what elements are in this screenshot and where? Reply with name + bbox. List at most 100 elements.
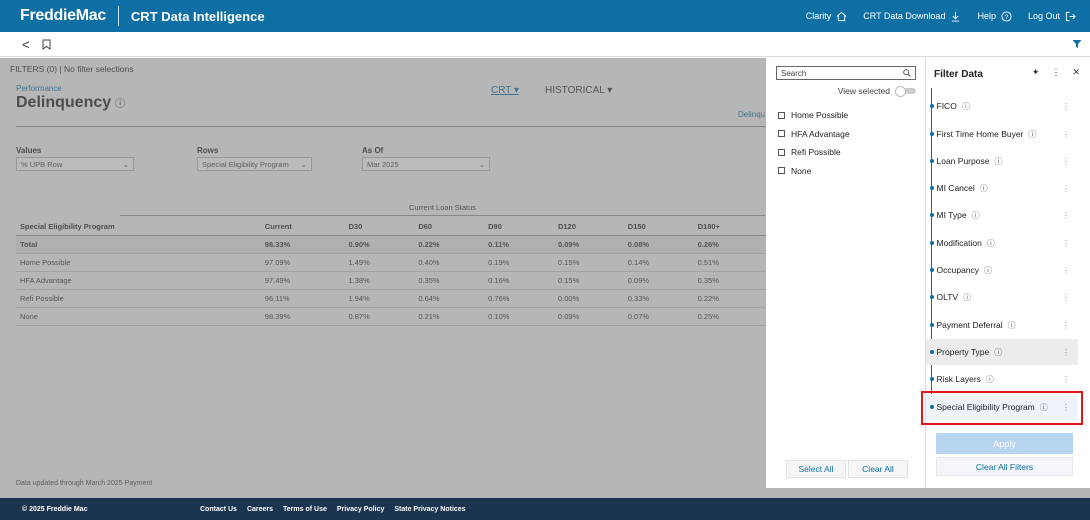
nav-help-label: Help: [977, 11, 996, 21]
bullet-icon: [929, 241, 934, 245]
select-all-button[interactable]: Select All: [786, 460, 846, 478]
info-icon[interactable]: ⓘ: [994, 347, 1003, 357]
top-nav: Clarity CRT Data Download Help ? Log Out: [806, 0, 1076, 32]
pin-icon[interactable]: ✦: [1031, 67, 1040, 77]
filter-item-special-eligibility-program[interactable]: Special Eligibility Program ⓘ ⋮: [926, 394, 1078, 420]
filter-item-risk-layers[interactable]: Risk Layers ⓘ ⋮: [926, 366, 1078, 392]
bookmark-icon[interactable]: [42, 39, 51, 50]
info-icon[interactable]: ⓘ: [1028, 129, 1037, 139]
more-icon[interactable]: ⋮: [1062, 129, 1070, 139]
filter-item-label: Modification: [936, 238, 982, 248]
more-icon[interactable]: ⋮: [1062, 265, 1070, 275]
filter-item-label: OLTV: [936, 292, 959, 302]
more-icon[interactable]: ⋮: [1062, 238, 1070, 248]
bullet-icon: [929, 186, 934, 190]
filter-item-first-time-home-buyer[interactable]: First Time Home Buyer ⓘ ⋮: [926, 121, 1078, 147]
nav-log-out[interactable]: Log Out: [1028, 11, 1076, 22]
filter-panel-title: Filter Data: [934, 69, 983, 80]
more-icon[interactable]: ⋮: [1062, 292, 1070, 302]
top-header: FreddieMac CRT Data Intelligence Clarity…: [0, 0, 1090, 32]
funnel-icon[interactable]: [1072, 39, 1082, 49]
filter-item-mi-type[interactable]: MI Type ⓘ ⋮: [926, 202, 1078, 228]
filter-item-label: Property Type: [936, 347, 990, 357]
filter-item-loan-purpose[interactable]: Loan Purpose ⓘ ⋮: [926, 148, 1078, 174]
bullet-icon: [929, 268, 934, 272]
info-icon[interactable]: ⓘ: [979, 183, 988, 193]
filter-item-mi-cancel[interactable]: MI Cancel ⓘ ⋮: [926, 175, 1078, 201]
filter-item-property-type[interactable]: Property Type ⓘ ⋮: [926, 339, 1078, 365]
checkbox[interactable]: [778, 148, 785, 156]
option-label: None: [791, 165, 812, 176]
close-icon[interactable]: ✕: [1072, 67, 1080, 77]
more-icon[interactable]: ⋮: [1062, 347, 1070, 357]
info-icon[interactable]: ⓘ: [984, 265, 993, 275]
logo-divider: [117, 6, 119, 26]
back-chevron-icon[interactable]: <: [22, 36, 30, 52]
filter-item-label: Payment Deferral: [936, 320, 1003, 330]
option-none[interactable]: None: [778, 162, 850, 181]
apply-button[interactable]: Apply: [936, 433, 1073, 454]
filter-item-label: Risk Layers: [936, 374, 981, 384]
info-icon[interactable]: ⓘ: [986, 238, 995, 248]
option-label: Refi Possible: [791, 147, 841, 158]
filter-item-label: Occupancy: [936, 265, 980, 275]
bullet-icon: [929, 323, 934, 327]
clear-all-button[interactable]: Clear All: [848, 460, 908, 478]
bullet-icon: [929, 405, 934, 409]
nav-clarity[interactable]: Clarity: [806, 11, 848, 22]
toggle-switch[interactable]: [895, 86, 916, 97]
info-icon[interactable]: ⓘ: [985, 374, 994, 384]
view-selected-toggle[interactable]: View selected: [776, 86, 916, 97]
filter-item-label: MI Type: [936, 210, 967, 220]
filter-item-payment-deferral[interactable]: Payment Deferral ⓘ ⋮: [926, 312, 1078, 338]
search-input[interactable]: Search: [776, 66, 916, 80]
option-hfa-advantage[interactable]: HFA Advantage: [778, 125, 850, 144]
logout-icon: [1065, 11, 1076, 21]
footer-link-careers[interactable]: Careers: [246, 505, 274, 513]
nav-crt-data-download[interactable]: CRT Data Download: [863, 11, 961, 22]
info-icon[interactable]: ⓘ: [1039, 402, 1048, 412]
footer-links: Contact Us Careers Terms of Use Privacy …: [200, 506, 466, 513]
freddie-mac-logo[interactable]: FreddieMac: [20, 7, 106, 24]
checkbox[interactable]: [778, 130, 785, 138]
checkbox[interactable]: [778, 111, 785, 119]
option-refi-possible[interactable]: Refi Possible: [778, 143, 850, 162]
nav-logout-label: Log Out: [1027, 11, 1060, 21]
info-icon[interactable]: ⓘ: [971, 210, 980, 220]
filter-timeline-line: [931, 88, 932, 408]
filter-item-label: FICO: [936, 101, 957, 111]
filter-options-panel: Search View selected Home Possible HFA A…: [766, 58, 926, 488]
view-selected-label: View selected: [837, 86, 890, 96]
info-icon[interactable]: ⓘ: [961, 101, 970, 111]
bullet-icon: [929, 104, 934, 108]
more-icon[interactable]: ⋮: [1062, 183, 1070, 193]
more-icon[interactable]: ⋮: [1051, 67, 1061, 77]
info-icon[interactable]: ⓘ: [1007, 320, 1016, 330]
more-icon[interactable]: ⋮: [1062, 156, 1070, 166]
option-home-possible[interactable]: Home Possible: [778, 106, 850, 125]
more-icon[interactable]: ⋮: [1062, 210, 1070, 220]
filter-item-modification[interactable]: Modification ⓘ ⋮: [926, 230, 1078, 256]
more-icon[interactable]: ⋮: [1062, 101, 1070, 111]
app-title: CRT Data Intelligence: [130, 8, 265, 24]
filter-item-label: Special Eligibility Program: [936, 402, 1035, 412]
info-icon[interactable]: ⓘ: [963, 292, 972, 302]
option-list: Home Possible HFA Advantage Refi Possibl…: [778, 106, 850, 180]
nav-help[interactable]: Help ?: [977, 10, 1012, 22]
filter-item-occupancy[interactable]: Occupancy ⓘ ⋮: [926, 257, 1078, 283]
filter-item-fico[interactable]: FICO ⓘ ⋮: [926, 93, 1078, 119]
download-icon: [952, 11, 960, 22]
clear-all-filters-button[interactable]: Clear All Filters: [936, 457, 1073, 476]
more-icon[interactable]: ⋮: [1062, 374, 1070, 384]
more-icon[interactable]: ⋮: [1062, 402, 1070, 412]
footer: © 2025 Freddie Mac Contact Us Careers Te…: [0, 498, 1090, 520]
footer-link-privacy[interactable]: Privacy Policy: [336, 505, 385, 513]
footer-link-contact[interactable]: Contact Us: [200, 505, 237, 513]
info-icon[interactable]: ⓘ: [994, 156, 1003, 166]
more-icon[interactable]: ⋮: [1062, 320, 1070, 330]
footer-link-terms[interactable]: Terms of Use: [283, 505, 327, 513]
filter-item-oltv[interactable]: OLTV ⓘ ⋮: [926, 284, 1078, 310]
checkbox[interactable]: [778, 167, 785, 175]
footer-link-state-privacy[interactable]: State Privacy Notices: [394, 505, 466, 513]
highlight-box: [921, 391, 1083, 425]
